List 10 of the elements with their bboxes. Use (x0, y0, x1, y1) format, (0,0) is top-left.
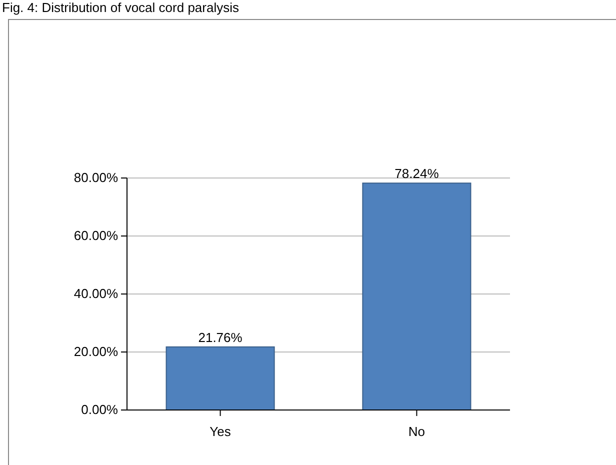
data-label: 78.24% (394, 166, 440, 182)
y-tick-label: 60.00% (74, 228, 118, 244)
data-label: 21.76% (198, 330, 243, 345)
x-tick-label: No (408, 424, 426, 439)
chart-title: Fig. 4: Distribution of vocal cord paralysis (2, 0, 240, 15)
y-tick-label: 80.00% (74, 170, 118, 186)
x-tick-label: Yes (210, 424, 232, 439)
y-tick-label: 40.00% (74, 286, 118, 302)
y-tick-label: 0.00% (81, 402, 118, 418)
y-tick-label: 20.00% (74, 344, 118, 360)
